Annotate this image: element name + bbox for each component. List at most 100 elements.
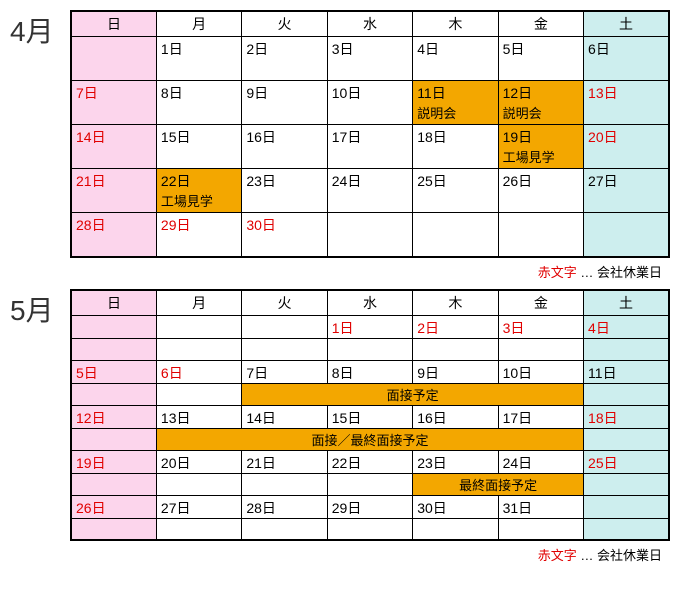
april-calendar-wrap: 日月火水木金土1日2日3日4日5日6日7日8日9日10日11日説明会12日説明会… (70, 10, 670, 281)
event-strip-label: 最終面接予定 (413, 474, 583, 495)
calendar-cell: 10日 (327, 81, 412, 125)
calendar-cell: 4日 (413, 37, 498, 81)
legend-dots: … (577, 548, 597, 563)
event-strip: 面接予定 (242, 383, 584, 405)
date-number: 17日 (503, 408, 579, 428)
calendar-cell: 7日 (242, 360, 327, 383)
calendar-cell: 17日 (498, 405, 583, 428)
weekday-header: 木 (413, 11, 498, 37)
calendar-cell: 2日 (413, 315, 498, 338)
calendar-cell: 23日 (242, 169, 327, 213)
date-number: 28日 (76, 215, 152, 235)
weekday-header: 木 (413, 290, 498, 316)
weekday-header: 金 (498, 11, 583, 37)
date-number: 25日 (417, 171, 493, 191)
calendar-cell: 21日 (242, 450, 327, 473)
calendar-cell: 24日 (327, 169, 412, 213)
calendar-cell: 26日 (498, 169, 583, 213)
calendar-cell: 9日 (413, 360, 498, 383)
event-label: 工場見学 (161, 194, 213, 209)
date-number: 10日 (332, 83, 408, 103)
date-number: 23日 (417, 453, 493, 473)
calendar-cell (71, 37, 156, 81)
calendar-cell: 25日 (584, 450, 669, 473)
date-number: 6日 (588, 39, 664, 59)
april-block: 4月 日月火水木金土1日2日3日4日5日6日7日8日9日10日11日説明会12日… (10, 10, 670, 281)
calendar-cell: 6日 (584, 37, 669, 81)
calendar-cell: 23日 (413, 450, 498, 473)
calendar-cell (498, 213, 583, 257)
calendar-cell (327, 213, 412, 257)
date-number: 9日 (246, 83, 322, 103)
date-number: 18日 (417, 127, 493, 147)
calendar-cell (71, 315, 156, 338)
calendar-cell-body (242, 518, 327, 540)
calendar-cell-body (71, 518, 156, 540)
calendar-cell: 12日 (71, 405, 156, 428)
calendar-cell-body (71, 473, 156, 495)
event-strip: 最終面接予定 (413, 473, 584, 495)
calendar-cell: 24日 (498, 450, 583, 473)
calendar-cell: 21日 (71, 169, 156, 213)
calendar-cell: 12日説明会 (498, 81, 583, 125)
legend-dots: … (577, 265, 597, 280)
legend-text: 会社休業日 (597, 548, 662, 563)
calendar-cell (242, 315, 327, 338)
date-number: 3日 (503, 318, 579, 338)
date-number: 23日 (246, 171, 322, 191)
calendar-cell-body (413, 338, 498, 360)
calendar-cell-body (498, 518, 583, 540)
date-number: 11日 (588, 363, 664, 383)
weekday-header: 日 (71, 290, 156, 316)
date-number: 5日 (76, 363, 152, 383)
may-calendar: 日月火水木金土1日2日3日4日5日6日7日8日9日10日11日面接予定12日13… (70, 289, 670, 542)
calendar-cell: 8日 (156, 81, 241, 125)
date-number: 13日 (588, 83, 664, 103)
event-strip-label: 面接予定 (242, 384, 583, 405)
date-number: 30日 (246, 215, 322, 235)
calendar-cell-body (584, 338, 669, 360)
event-strip: 面接／最終面接予定 (156, 428, 583, 450)
date-number: 15日 (161, 127, 237, 147)
date-number: 22日 (332, 453, 408, 473)
date-number: 30日 (417, 498, 493, 518)
calendar-cell: 11日 (584, 360, 669, 383)
calendar-cell: 8日 (327, 360, 412, 383)
weekday-header: 日 (71, 11, 156, 37)
date-number: 15日 (332, 408, 408, 428)
calendar-cell: 15日 (327, 405, 412, 428)
weekday-header: 火 (242, 290, 327, 316)
date-number: 14日 (246, 408, 322, 428)
date-number: 11日 (417, 83, 493, 103)
calendar-cell: 6日 (156, 360, 241, 383)
calendar-cell (584, 213, 669, 257)
weekday-header: 月 (156, 290, 241, 316)
may-label: 5月 (10, 289, 70, 329)
calendar-cell-body (327, 518, 412, 540)
date-number: 5日 (503, 39, 579, 59)
weekday-header: 火 (242, 11, 327, 37)
date-number: 1日 (332, 318, 408, 338)
date-number: 27日 (161, 498, 237, 518)
calendar-cell-body (584, 383, 669, 405)
date-number: 31日 (503, 498, 579, 518)
calendar-cell: 1日 (156, 37, 241, 81)
calendar-cell: 13日 (156, 405, 241, 428)
calendar-cell: 18日 (413, 125, 498, 169)
calendar-cell-body (498, 338, 583, 360)
calendar-cell: 3日 (498, 315, 583, 338)
date-number: 12日 (503, 83, 579, 103)
weekday-header: 金 (498, 290, 583, 316)
date-number: 25日 (588, 453, 664, 473)
calendar-cell-body (413, 518, 498, 540)
date-number: 26日 (503, 171, 579, 191)
calendar-cell-body (156, 383, 241, 405)
calendar-cell-body (327, 473, 412, 495)
date-number: 4日 (588, 318, 664, 338)
calendar-cell: 19日 (71, 450, 156, 473)
calendar-cell: 5日 (71, 360, 156, 383)
date-number: 7日 (76, 83, 152, 103)
april-legend: 赤文字 … 会社休業日 (70, 262, 670, 281)
event-label: 説明会 (503, 106, 542, 121)
date-number: 2日 (246, 39, 322, 59)
